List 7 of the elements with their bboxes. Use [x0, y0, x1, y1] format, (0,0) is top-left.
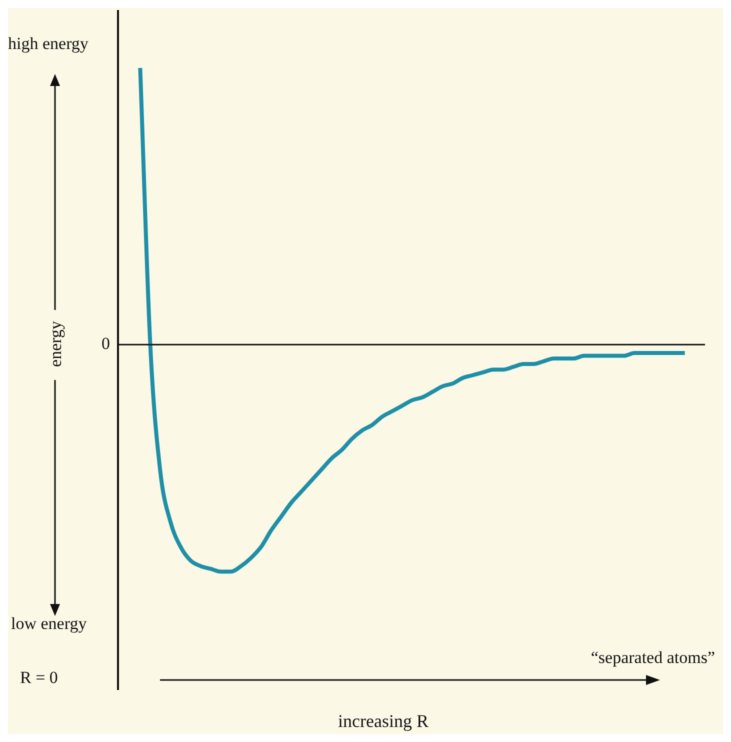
text: high energy [8, 34, 88, 54]
text: “separated atoms” [590, 648, 715, 668]
y-axis-title: energy [46, 321, 66, 367]
text: R = 0 [20, 668, 58, 688]
text: increasing R [338, 711, 428, 731]
text: low energy [11, 614, 87, 634]
ref-line-label: 0 [102, 334, 110, 354]
